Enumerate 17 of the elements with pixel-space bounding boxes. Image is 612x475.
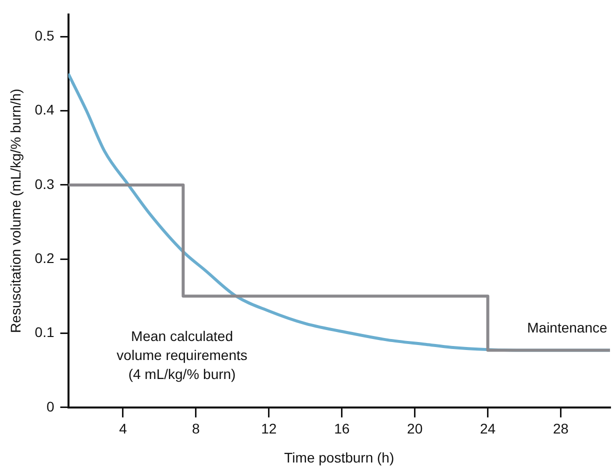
y-tick-label: 0.2 bbox=[34, 250, 54, 266]
x-axis-title: Time postburn (h) bbox=[284, 449, 394, 466]
y-tick-label: 0.3 bbox=[34, 176, 54, 192]
y-tick-label: 0.1 bbox=[34, 324, 54, 340]
annotation: Maintenance bbox=[527, 320, 608, 336]
x-tick-label: 8 bbox=[192, 420, 200, 437]
x-tick-label: 4 bbox=[119, 420, 128, 437]
x-tick-label: 12 bbox=[261, 420, 277, 437]
y-tick-label: 0 bbox=[46, 398, 54, 414]
y-axis-title: Resuscitation volume (mL/kg/% burn/h) bbox=[7, 88, 24, 334]
y-tick-label: 0.5 bbox=[34, 28, 54, 44]
x-tick-label: 28 bbox=[552, 420, 569, 437]
x-tick-label: 24 bbox=[480, 420, 496, 437]
x-tick-label: 20 bbox=[407, 420, 423, 437]
y-tick-label: 0.4 bbox=[34, 102, 54, 118]
x-tick-label: 16 bbox=[334, 420, 350, 437]
annotation: Mean calculated volume requirements (4 mL/kg/% burn) bbox=[116, 328, 248, 382]
